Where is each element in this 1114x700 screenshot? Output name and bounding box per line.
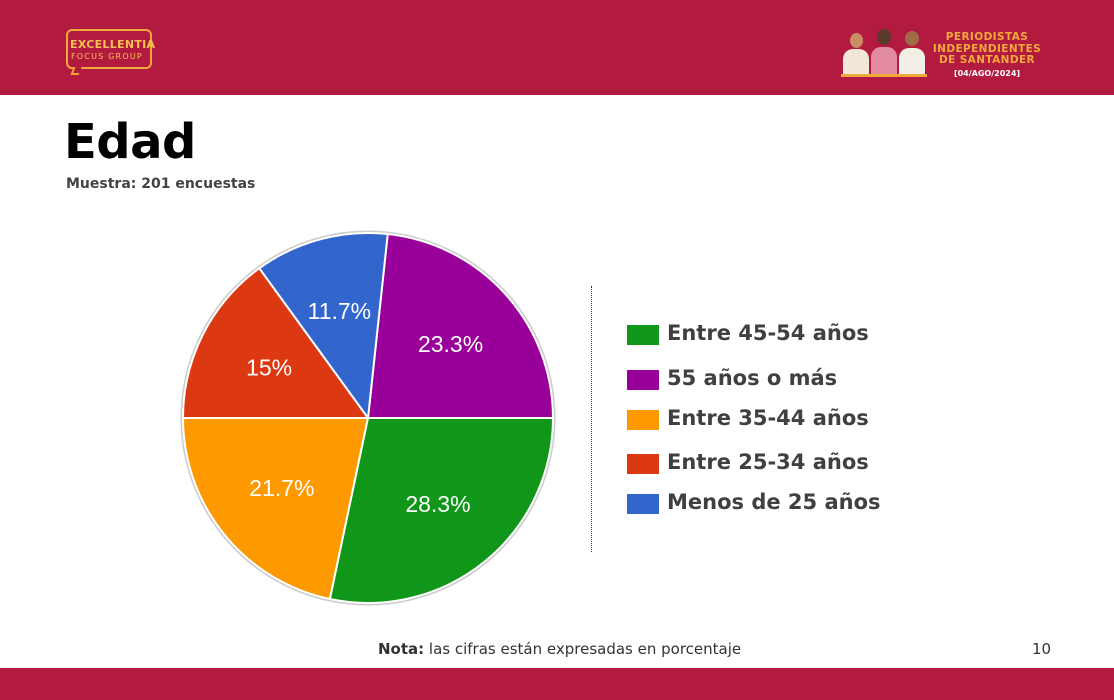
pie-slice — [366, 232, 555, 419]
pie-slice — [328, 417, 555, 604]
excellentia-logo: EXCELLENTIA FOCUS GROUP — [66, 29, 156, 75]
legend-swatch — [627, 325, 659, 345]
logo-speech-bubble-icon — [66, 29, 152, 69]
legend-swatch — [627, 370, 659, 390]
legend-label: Entre 25-34 años — [667, 450, 869, 474]
pie-outline — [180, 230, 556, 606]
logo-subtext: FOCUS GROUP — [71, 52, 143, 61]
pie-chart: 23.3% 11.7% 15% 21.7% 28.3% — [180, 230, 556, 606]
legend-label: Entre 35-44 años — [667, 406, 869, 430]
person-figure — [871, 27, 897, 77]
header-bar: EXCELLENTIA FOCUS GROUP PERIODISTAS INDE… — [0, 0, 1114, 95]
sample-size: Muestra: 201 encuestas — [66, 176, 256, 192]
person-figure — [843, 31, 869, 77]
person-figure — [899, 29, 925, 77]
logo-bubble-tail — [70, 67, 82, 75]
legend-swatch — [627, 454, 659, 474]
slice-value-label: 11.7% — [308, 298, 372, 324]
footnote-text: las cifras están expresadas en porcentaj… — [424, 640, 742, 658]
footnote-label: Nota: — [378, 640, 425, 658]
slice-value-label: 21.7% — [249, 475, 314, 501]
journalists-image — [841, 25, 927, 77]
slice-value-label: 15% — [246, 355, 292, 381]
page-title: Edad — [64, 114, 196, 170]
footer-bar — [0, 668, 1114, 700]
pie-slice — [257, 232, 389, 421]
divider-line — [591, 286, 592, 552]
event-line: DE SANTANDER — [938, 54, 1036, 66]
legend-label: Menos de 25 años — [667, 490, 881, 514]
legend-label: Entre 45-54 años — [667, 321, 869, 345]
legend-swatch — [627, 410, 659, 430]
slice-value-label: 28.3% — [405, 491, 470, 517]
page-number: 10 — [1032, 640, 1052, 658]
legend-label: 55 años o más — [667, 366, 838, 390]
event-title: PERIODISTAS INDEPENDIENTES DE SANTANDER … — [922, 31, 1052, 80]
pie-slice — [181, 266, 370, 419]
event-date: [04/AGO/2024] — [953, 68, 1021, 78]
footnote: Nota: las cifras están expresadas en por… — [378, 640, 741, 658]
event-line: PERIODISTAS — [945, 31, 1029, 43]
pie-slice — [181, 417, 370, 601]
legend-swatch — [627, 494, 659, 514]
event-line: INDEPENDIENTES — [932, 42, 1042, 55]
logo-text: EXCELLENTIA — [70, 38, 156, 51]
slice-value-label: 23.3% — [418, 331, 483, 357]
